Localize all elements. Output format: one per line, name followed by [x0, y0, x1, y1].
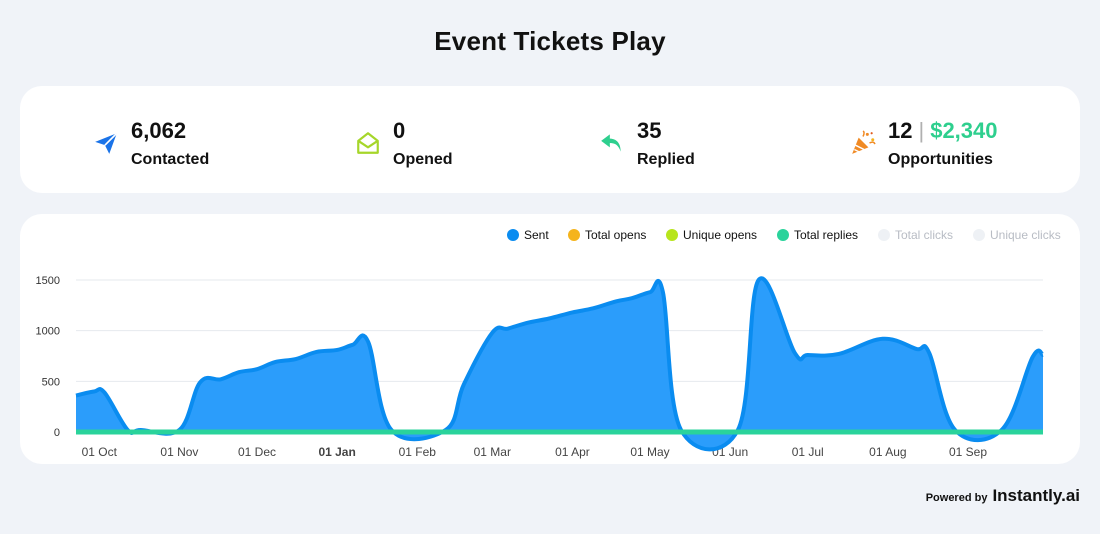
reply-arrow-icon — [601, 134, 621, 152]
opened-value: 0 — [393, 118, 406, 143]
y-tick-label-1000: 1000 — [36, 326, 60, 338]
series-sent-area — [76, 278, 1043, 450]
legend-dot-total-opens — [568, 229, 580, 241]
series-sent-line — [75, 276, 1045, 452]
x-tick-label-01-dec: 01 Dec — [238, 445, 276, 459]
x-tick-label-01-apr: 01 Apr — [555, 445, 590, 459]
x-tick-label-01-aug: 01 Aug — [869, 445, 906, 459]
party-popper-icon — [852, 130, 876, 154]
legend-item-unique-clicks[interactable]: Unique clicks — [973, 228, 1061, 242]
legend-item-sent[interactable]: Sent — [507, 228, 549, 242]
legend-dot-sent — [507, 229, 519, 241]
x-tick-label-01-oct: 01 Oct — [82, 445, 118, 459]
legend-item-total-opens[interactable]: Total opens — [568, 228, 646, 242]
opportunities-count: 12 — [888, 118, 913, 143]
legend-label-total-clicks: Total clicks — [895, 228, 954, 242]
legend-dot-unique-opens — [666, 229, 678, 241]
x-tick-label-01-feb: 01 Feb — [399, 445, 437, 459]
legend-item-total-replies[interactable]: Total replies — [777, 228, 858, 242]
chart-legend: Sent Total opens Unique opens Total repl… — [0, 228, 1100, 244]
legend-dot-total-replies — [777, 229, 789, 241]
legend-label-total-opens: Total opens — [585, 228, 647, 242]
y-tick-label-500: 500 — [42, 376, 60, 388]
x-tick-label-01-sep: 01 Sep — [949, 445, 987, 459]
legend-dot-total-clicks — [878, 229, 890, 241]
opportunities-label: Opportunities — [888, 151, 993, 168]
x-tick-label-01-jul: 01 Jul — [792, 445, 824, 459]
brand-logo-text: Instantly.ai — [992, 486, 1080, 505]
x-tick-label-01-may: 01 May — [630, 445, 669, 459]
opportunities-value: 12 | $2,340 — [888, 118, 998, 144]
stats-card: 6,062 Contacted 0 Opened 35 Replied 12 | $… — [20, 86, 1080, 193]
y-tick-label-0: 0 — [54, 427, 60, 439]
legend-label-total-replies: Total replies — [794, 228, 859, 242]
x-tick-label-01-mar: 01 Mar — [474, 445, 511, 459]
replied-value: 35 — [637, 118, 662, 143]
legend-dot-unique-clicks — [973, 229, 985, 241]
paper-plane-icon — [95, 132, 118, 154]
legend-label-unique-opens: Unique opens — [683, 228, 758, 242]
x-tick-label-01-jan: 01 Jan — [318, 445, 355, 459]
replied-label: Replied — [637, 151, 695, 168]
legend-label-sent: Sent — [524, 228, 549, 242]
y-tick-label-1500: 1500 — [36, 275, 60, 287]
x-tick-label-01-nov: 01 Nov — [160, 445, 198, 459]
opened-label: Opened — [393, 151, 453, 168]
open-envelope-icon — [357, 132, 379, 154]
page-title: Event Tickets Play — [434, 26, 666, 56]
legend-item-unique-opens[interactable]: Unique opens — [666, 228, 757, 242]
powered-by-text: Powered by — [925, 492, 988, 504]
legend-label-unique-clicks: Unique clicks — [990, 228, 1061, 242]
legend-item-total-clicks[interactable]: Total clicks — [878, 228, 953, 242]
contacted-value: 6,062 — [131, 118, 187, 143]
contacted-label: Contacted — [131, 151, 210, 168]
powered-by-footer[interactable]: Powered by Instantly.ai — [926, 486, 1080, 506]
opportunities-amount: $2,340 — [930, 118, 998, 143]
opportunities-separator: | — [918, 118, 925, 143]
